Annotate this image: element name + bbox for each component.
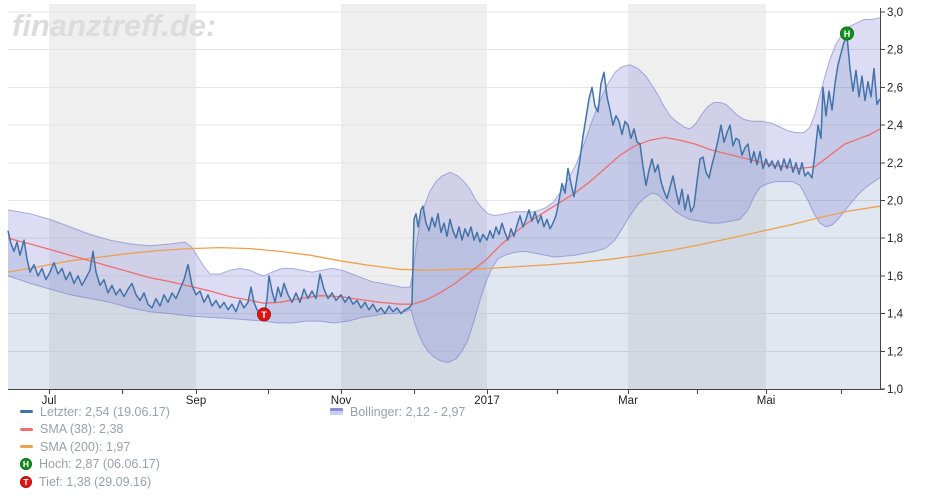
sma200-line-swatch <box>20 445 33 449</box>
letzter-line-swatch <box>20 410 33 414</box>
y-tick-label: 2,0 <box>887 196 903 208</box>
legend-item-hoch: H Hoch: 2,87 (06.06.17) <box>20 456 170 474</box>
legend-item-letzter: Letzter: 2,54 (19.06.17) <box>20 403 170 421</box>
y-tick-label: 1,4 <box>887 309 904 321</box>
high-marker-letter: H <box>844 29 851 39</box>
bollinger-upper-edge <box>7 17 881 288</box>
legend-item-sma38: SMA (38): 2,38 <box>20 421 170 439</box>
legend-item-sma200: SMA (200): 1,97 <box>20 438 170 456</box>
x-tick-label: Sep <box>186 395 206 407</box>
legend-item-tief: T Tief: 1,38 (29.09.16) <box>20 473 170 491</box>
x-tick-label: Mai <box>757 395 776 407</box>
low-marker <box>257 307 271 322</box>
y-tick-label: 1,2 <box>887 346 903 358</box>
month-stripe <box>49 4 196 389</box>
y-tick-label: 1,8 <box>887 233 903 245</box>
high-marker-icon: H <box>20 458 32 471</box>
legend-label-sma200: SMA (200): 1,97 <box>40 439 131 454</box>
x-tick-label: Nov <box>331 395 352 407</box>
high-marker <box>840 26 854 41</box>
legend-column-left: Letzter: 2,54 (19.06.17) SMA (38): 2,38 … <box>20 403 170 491</box>
y-tick-label: 2,8 <box>887 45 903 57</box>
low-marker-letter: T <box>261 310 267 320</box>
y-tick-label: 1,0 <box>887 384 903 396</box>
x-tick-label: Jul <box>42 395 57 407</box>
finanztreff-watermark: finanztreff.de: <box>12 8 217 43</box>
low-marker-icon: T <box>20 475 32 488</box>
y-tick-label: 3,0 <box>887 7 903 19</box>
legend-label-bollinger: Bollinger: 2,12 - 2,97 <box>350 404 466 419</box>
legend-label-tief: Tief: 1,38 (29.09.16) <box>39 474 152 489</box>
legend-label-hoch: Hoch: 2,87 (06.06.17) <box>39 457 160 472</box>
legend-label-letzter: Letzter: 2,54 (19.06.17) <box>40 404 170 419</box>
x-tick-label: Mar <box>618 395 638 407</box>
sma38-line-swatch <box>20 427 33 431</box>
y-tick-label: 2,4 <box>887 120 904 132</box>
bollinger-band <box>8 17 880 363</box>
month-stripe <box>628 4 766 389</box>
x-tick-label: 2017 <box>474 395 500 407</box>
y-tick-label: 2,2 <box>887 158 903 170</box>
y-tick-label: 1,6 <box>887 271 903 283</box>
price-area-fill <box>8 36 880 389</box>
month-stripe <box>341 4 487 389</box>
price-line <box>7 35 881 319</box>
y-tick-label: 2,6 <box>887 82 903 94</box>
legend-label-sma38: SMA (38): 2,38 <box>40 422 124 437</box>
legend-column-right: Bollinger: 2,12 - 2,97 <box>330 403 465 421</box>
legend-item-bollinger: Bollinger: 2,12 - 2,97 <box>330 403 465 421</box>
sma200-line <box>7 205 881 273</box>
bollinger-band-swatch <box>330 408 343 416</box>
